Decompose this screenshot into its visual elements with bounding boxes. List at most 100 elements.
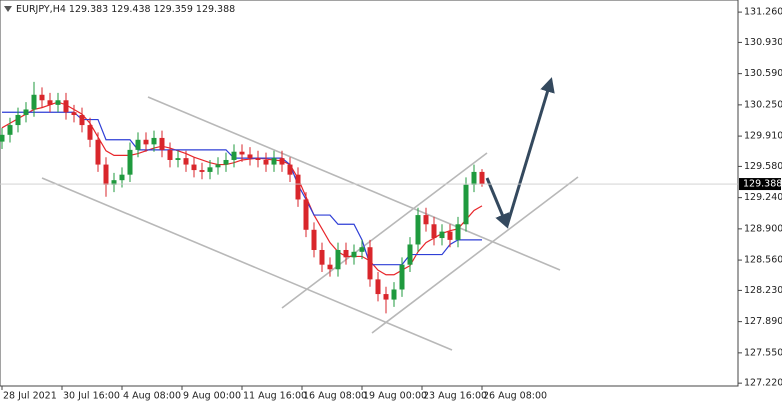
channel-line: [41, 177, 453, 351]
candle-body: [375, 279, 381, 295]
candle-body: [463, 184, 469, 225]
price-tag: [739, 178, 781, 191]
candle-body: [455, 224, 461, 240]
channel-line: [371, 176, 579, 334]
candle-body: [255, 158, 261, 160]
x-tick-label: 11 Aug 16:00: [243, 391, 307, 402]
x-tick-label: 16 Aug 08:00: [303, 391, 367, 402]
annotations: [41, 77, 579, 351]
candle-body: [111, 180, 117, 185]
candle-body: [167, 149, 173, 160]
y-tick-label: 128.560: [744, 255, 782, 266]
chart-header: EURJPY,H4 129.383 129.438 129.359 129.38…: [16, 4, 235, 15]
candle-body: [55, 100, 61, 105]
candle-body: [327, 264, 333, 270]
x-tick-label: 9 Aug 00:00: [183, 391, 241, 402]
candle-body: [415, 215, 421, 245]
candle-body: [215, 164, 221, 168]
x-tick-label: 28 Jul 2021: [3, 391, 57, 402]
candle-body: [287, 164, 293, 175]
candle-body: [103, 164, 109, 185]
candle-body: [367, 247, 373, 280]
candle-body: [479, 171, 485, 185]
y-tick-label: 129.910: [744, 131, 782, 142]
channel-line: [147, 96, 561, 271]
header-open: 129.383: [69, 4, 108, 15]
y-tick-label: 127.550: [744, 347, 782, 358]
y-tick-label: 131.260: [744, 7, 782, 18]
candle-body: [191, 164, 197, 171]
y-tick-label: 129.580: [744, 161, 782, 172]
header-icon: [4, 6, 12, 12]
candle-body: [447, 231, 453, 240]
candle-body: [0, 134, 5, 142]
channel-line: [281, 152, 488, 309]
candle-body: [359, 247, 365, 252]
candle-body: [39, 94, 45, 101]
candle-body: [279, 158, 285, 165]
x-tick-label: 30 Jul 16:00: [63, 391, 120, 402]
candle-body: [407, 244, 413, 265]
candle-body: [199, 170, 205, 172]
candle-body: [183, 158, 189, 165]
candle-body: [303, 199, 309, 230]
candle-body: [319, 249, 325, 265]
candle-body: [127, 149, 133, 175]
header-low: 129.359: [154, 4, 193, 15]
candle-body: [135, 139, 141, 150]
candle-body: [263, 159, 269, 165]
candle-body: [343, 249, 349, 258]
candle-body: [383, 294, 389, 300]
candle-body: [151, 137, 157, 145]
price-tag-label: 129.388: [743, 179, 782, 190]
candle-body: [311, 229, 317, 250]
candle-body: [423, 215, 429, 225]
y-tick-label: 130.590: [744, 68, 782, 79]
header-high: 129.438: [111, 4, 150, 15]
candle-body: [335, 249, 341, 270]
y-tick-label: 130.250: [744, 99, 782, 110]
candle-body: [143, 139, 149, 145]
plot-area: [0, 0, 739, 387]
candle-body: [351, 251, 357, 258]
candle-body: [391, 289, 397, 300]
y-tick-label: 127.890: [744, 316, 782, 327]
candle-body: [7, 125, 13, 135]
x-tick-label: 23 Aug 16:00: [423, 391, 487, 402]
candle-body: [71, 112, 77, 115]
candle-body: [15, 114, 21, 126]
symbol: EURJPY,H4: [16, 4, 66, 15]
candle-body: [23, 109, 29, 115]
candle-body: [79, 114, 85, 126]
candle-body: [207, 167, 213, 172]
x-tick-label: 19 Aug 00:00: [363, 391, 427, 402]
candle-body: [295, 174, 301, 200]
y-tick-label: 127.220: [744, 378, 782, 389]
candle-body: [119, 174, 125, 181]
candle-body: [223, 159, 229, 165]
y-tick-label: 130.930: [744, 37, 782, 48]
candle-body: [87, 125, 93, 140]
x-tick-label: 26 Aug 08:00: [483, 391, 547, 402]
candle-body: [239, 151, 245, 155]
candle-body: [231, 151, 237, 160]
candle-body: [159, 137, 165, 150]
x-tick-label: 4 Aug 08:00: [123, 391, 181, 402]
header-close: 129.388: [196, 4, 235, 15]
forecast-arrow: [485, 177, 510, 229]
candle-body: [95, 139, 101, 165]
candle-body: [47, 100, 53, 105]
candle-body: [471, 171, 477, 185]
y-tick-label: 128.900: [744, 223, 782, 234]
candle-body: [439, 231, 445, 239]
y-tick-label: 128.230: [744, 285, 782, 296]
y-tick-label: 129.240: [744, 192, 782, 203]
forecast-arrow: [505, 77, 555, 227]
candle-body: [31, 94, 37, 110]
candle-body: [175, 158, 181, 160]
candle-body: [63, 100, 69, 113]
candle-body: [271, 158, 277, 165]
candle-body: [431, 224, 437, 239]
candle-body: [399, 264, 405, 290]
